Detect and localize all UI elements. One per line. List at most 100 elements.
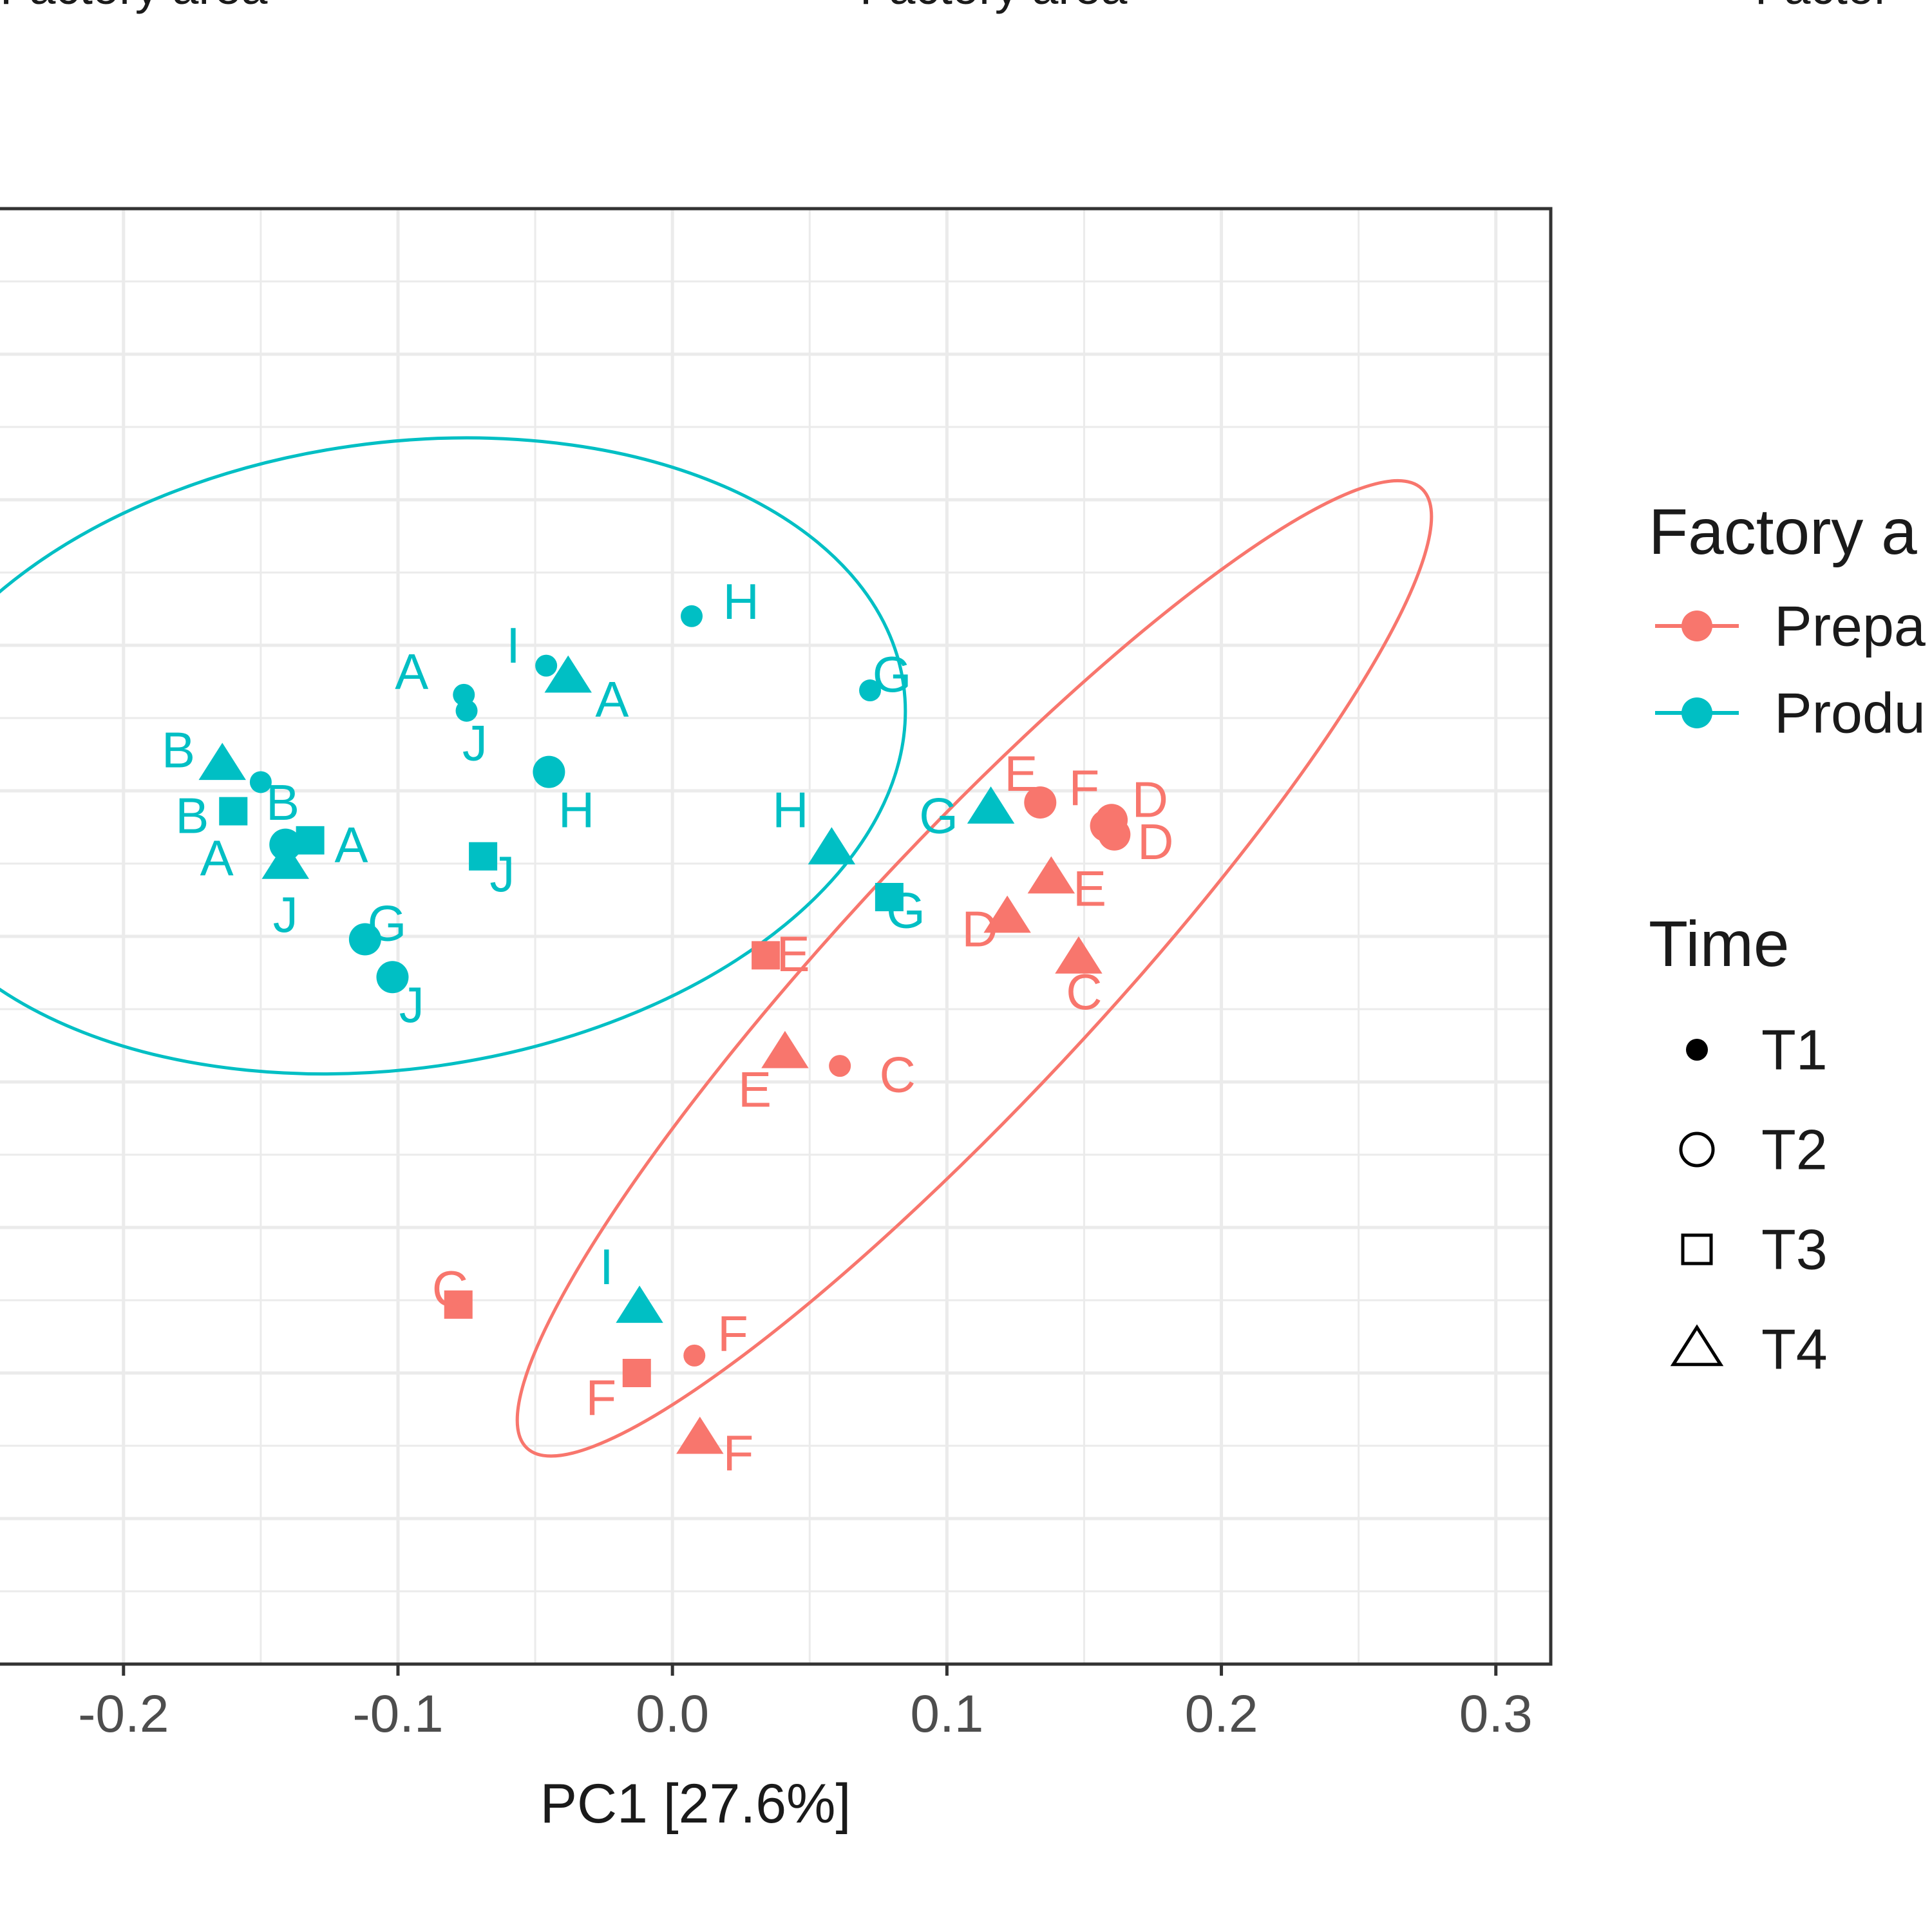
legend-label-t2: T2	[1761, 1118, 1828, 1182]
legend-shape-t4	[1670, 1324, 1724, 1367]
confidence-ellipses	[0, 436, 1434, 1458]
data-point-produ-t1	[535, 654, 558, 677]
legend-color-title: Factory a	[1649, 496, 1917, 568]
data-point-produ-t2	[376, 961, 409, 994]
legend: Factory a Prepa Produ Time T1 T2 T3 T4	[1649, 496, 1926, 1381]
facet-title-right: Factor	[1755, 0, 1890, 14]
data-point-produ-t1	[681, 605, 703, 627]
point-label: J	[462, 714, 488, 771]
data-point-produ-t3	[469, 842, 498, 871]
point-label: A	[595, 671, 629, 728]
point-label: E	[777, 925, 810, 982]
data-point-prepa-t1	[683, 1344, 706, 1367]
data-point-prepa-t3	[752, 941, 781, 970]
legend-color-keys: Prepa Produ	[1655, 594, 1926, 745]
data-point-prepa-t4	[1027, 856, 1075, 894]
point-label: A	[200, 829, 234, 886]
ellipse-prepa	[515, 479, 1434, 1458]
panel-border	[0, 207, 1553, 1666]
point-label: F	[586, 1369, 617, 1426]
legend-label-prepa: Prepa	[1774, 594, 1926, 658]
point-label: G	[873, 646, 912, 703]
point-label: H	[772, 781, 808, 838]
point-label: E	[738, 1061, 772, 1117]
data-point-produ-t4	[967, 786, 1015, 824]
point-label: I	[506, 617, 520, 674]
point-label: J	[273, 886, 298, 943]
legend-shape-title: Time	[1649, 908, 1790, 980]
point-label: H	[558, 781, 594, 838]
point-label: G	[368, 895, 407, 952]
data-point-prepa-t4	[761, 1030, 809, 1068]
point-label: J	[489, 846, 515, 902]
data-point-produ-t2	[348, 923, 381, 956]
x-tick-label: 0.2	[1185, 1685, 1258, 1743]
point-label: D	[1137, 813, 1173, 870]
data-point-prepa-t3	[444, 1290, 473, 1319]
data-point-prepa-t4	[1055, 936, 1103, 974]
data-point-prepa-t2	[1090, 810, 1122, 842]
data-point-produ-t4	[261, 842, 309, 879]
ellipse-produ	[0, 436, 907, 1076]
legend-label-t3: T3	[1761, 1218, 1828, 1282]
point-label: B	[266, 774, 299, 831]
point-label: G	[919, 787, 958, 844]
legend-label-t4: T4	[1761, 1318, 1828, 1381]
x-tick-label: 0.3	[1459, 1685, 1533, 1743]
legend-shape-t2	[1679, 1132, 1715, 1168]
data-point-prepa-t4	[983, 895, 1031, 933]
data-point-produ-t4	[808, 827, 856, 865]
point-label: A	[395, 643, 428, 700]
point-label: F	[717, 1305, 748, 1362]
point-label: I	[600, 1238, 614, 1295]
point-label: G	[886, 882, 925, 938]
legend-label-t1: T1	[1761, 1018, 1828, 1082]
data-point-prepa-t4	[676, 1416, 724, 1454]
legend-key-point	[1681, 611, 1712, 641]
data-point-prepa-t1	[829, 1055, 851, 1077]
facet-title-left: Factory area	[0, 0, 268, 14]
data-point-produ-t1	[859, 679, 882, 702]
data-point-produ-t3	[296, 826, 325, 855]
point-label: C	[879, 1046, 915, 1103]
legend-shape-t3	[1681, 1233, 1713, 1265]
data-point-produ-t1	[455, 699, 478, 722]
data-point-produ-t3	[219, 797, 248, 826]
x-tick-label: 0.0	[636, 1685, 709, 1743]
legend-key-point	[1681, 697, 1712, 728]
data-point-produ-t3	[875, 882, 904, 911]
data-point-prepa-t3	[622, 1359, 651, 1387]
point-label: B	[175, 787, 209, 844]
point-label: H	[723, 573, 759, 630]
data-point-produ-t4	[616, 1285, 663, 1323]
point-label: D	[1132, 772, 1168, 828]
point-label: C	[432, 1260, 468, 1317]
x-tick-label: -0.1	[352, 1685, 443, 1743]
point-label: E	[1004, 745, 1037, 802]
data-point-prepa-t2	[1024, 786, 1057, 819]
legend-label-produ: Produ	[1774, 681, 1926, 745]
x-tick-label: 0.1	[910, 1685, 983, 1743]
point-label: A	[335, 817, 368, 873]
x-tick-label: -0.2	[78, 1685, 169, 1743]
legend-shape-t1	[1686, 1039, 1708, 1061]
point-label: J	[399, 976, 424, 1033]
data-point-produ-t2	[533, 755, 565, 788]
data-points	[198, 605, 1131, 1454]
data-point-produ-t4	[198, 743, 246, 781]
point-label: C	[1066, 963, 1102, 1020]
x-axis-title: PC1 [27.6%]	[540, 1773, 851, 1835]
legend-shape-keys: T1 T2 T3 T4	[1670, 1018, 1828, 1381]
point-label: F	[1069, 759, 1100, 816]
facet-title-middle: Factory area	[860, 0, 1128, 14]
point-label: D	[961, 901, 998, 958]
x-axis: -0.2 -0.1 0.0 0.1 0.2 0.3	[78, 1664, 1533, 1743]
data-point-produ-t4	[544, 655, 592, 693]
grid-lines	[0, 209, 1551, 1664]
data-point-produ-t1	[249, 771, 272, 793]
point-label: B	[162, 722, 195, 779]
point-label: F	[723, 1425, 754, 1481]
